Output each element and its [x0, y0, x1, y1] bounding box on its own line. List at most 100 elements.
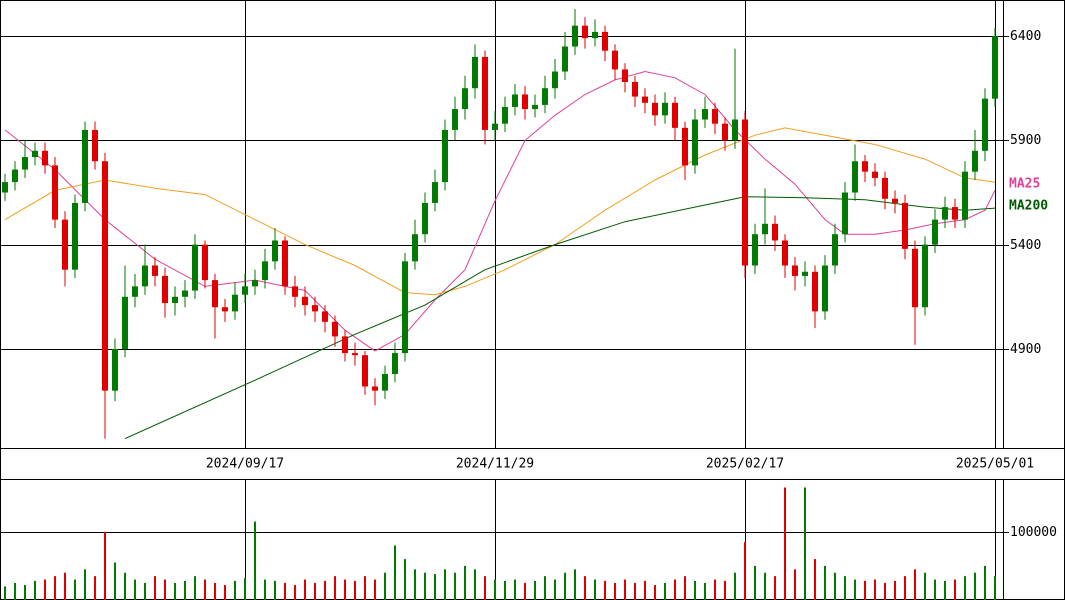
volume-bar — [924, 572, 926, 600]
x-tick-label: 2024/11/29 — [456, 457, 534, 472]
legend-label: MA25 — [1009, 177, 1040, 192]
candle-body — [202, 244, 208, 281]
candle-body — [822, 265, 828, 312]
candle-body — [12, 169, 18, 183]
candle-body — [282, 240, 288, 287]
volume-bar — [244, 578, 246, 600]
candle-body — [42, 150, 48, 166]
candle-body — [472, 56, 478, 89]
candle-body — [162, 275, 168, 304]
candle-body — [762, 223, 768, 235]
volume-bar — [724, 580, 726, 600]
candle-body — [192, 244, 198, 291]
volume-bar — [324, 580, 326, 600]
candle-body — [312, 305, 318, 312]
candle-body — [342, 336, 348, 354]
volume-bar — [154, 576, 156, 600]
candle-body — [272, 240, 278, 262]
candle-body — [702, 109, 708, 120]
candle-body — [372, 386, 378, 391]
volume-bar — [74, 579, 76, 600]
volume-bar — [174, 582, 176, 600]
volume-bar — [414, 569, 416, 600]
candle-body — [852, 161, 858, 193]
volume-bar — [704, 582, 706, 600]
volume-bar — [54, 576, 56, 600]
y-tick-label: 5400 — [1010, 238, 1041, 253]
candle-body — [322, 311, 328, 322]
volume-bar — [314, 582, 316, 600]
volume-bar — [84, 569, 86, 600]
volume-bar — [234, 580, 236, 600]
candle-body — [992, 36, 998, 99]
volume-bar — [494, 579, 496, 600]
candle-body — [862, 161, 868, 172]
volume-bar — [684, 576, 686, 600]
volume-bar — [584, 576, 586, 600]
candle-body — [462, 88, 468, 110]
candle-body — [532, 104, 538, 110]
volume-bar — [844, 576, 846, 600]
candle-body — [782, 240, 788, 266]
candle-body — [632, 81, 638, 97]
candle-body — [492, 123, 498, 130]
volume-bar — [354, 580, 356, 600]
volume-bar — [784, 487, 786, 600]
volume-bar — [714, 579, 716, 600]
volume-bar — [14, 582, 16, 600]
y-tick-label: 100000 — [1010, 525, 1057, 540]
volume-bar — [744, 542, 746, 600]
candle-body — [62, 219, 68, 270]
volume-bar — [974, 572, 976, 600]
y-tick-label: 4900 — [1010, 342, 1041, 357]
volume-bar — [124, 572, 126, 600]
candle-body — [682, 127, 688, 166]
volume-bar — [34, 580, 36, 600]
volume-bar — [774, 576, 776, 600]
candle-body — [552, 71, 558, 89]
volume-bar — [664, 582, 666, 600]
candle-body — [332, 321, 338, 337]
volume-bar — [674, 579, 676, 600]
candle-body — [912, 248, 918, 308]
volume-bar — [364, 576, 366, 600]
volume-bar — [374, 579, 376, 600]
candle-body — [112, 348, 118, 391]
volume-bar — [764, 572, 766, 600]
volume-bar — [474, 569, 476, 600]
candle-body — [412, 234, 418, 262]
volume-bar — [104, 531, 106, 600]
volume-bar — [654, 585, 656, 600]
candle-body — [922, 244, 928, 308]
candle-body — [452, 109, 458, 130]
volume-bar — [624, 579, 626, 600]
candle-body — [932, 219, 938, 245]
volume-bar — [204, 579, 206, 600]
volume-bar — [794, 569, 796, 600]
candle-body — [382, 373, 388, 391]
candle-body — [772, 223, 778, 241]
candle-body — [612, 50, 618, 70]
candle-body — [562, 46, 568, 72]
volume-bar — [734, 572, 736, 600]
candle-body — [972, 150, 978, 172]
volume-bar — [144, 582, 146, 600]
volume-bar — [914, 569, 916, 600]
volume-bar — [424, 572, 426, 600]
candle-body — [362, 355, 368, 387]
candle-body — [352, 353, 358, 356]
volume-bar — [94, 576, 96, 600]
volume-bar — [544, 576, 546, 600]
x-tick-label: 2025/05/01 — [956, 457, 1034, 472]
volume-bar — [4, 586, 6, 600]
candle-body — [512, 94, 518, 107]
volume-bar — [644, 580, 646, 600]
candle-body — [432, 182, 438, 203]
volume-bar — [814, 559, 816, 600]
candle-body — [942, 207, 948, 220]
volume-bar — [524, 582, 526, 600]
volume-bar — [864, 580, 866, 600]
volume-bar — [964, 576, 966, 600]
y-tick-label: 6400 — [1010, 29, 1041, 44]
